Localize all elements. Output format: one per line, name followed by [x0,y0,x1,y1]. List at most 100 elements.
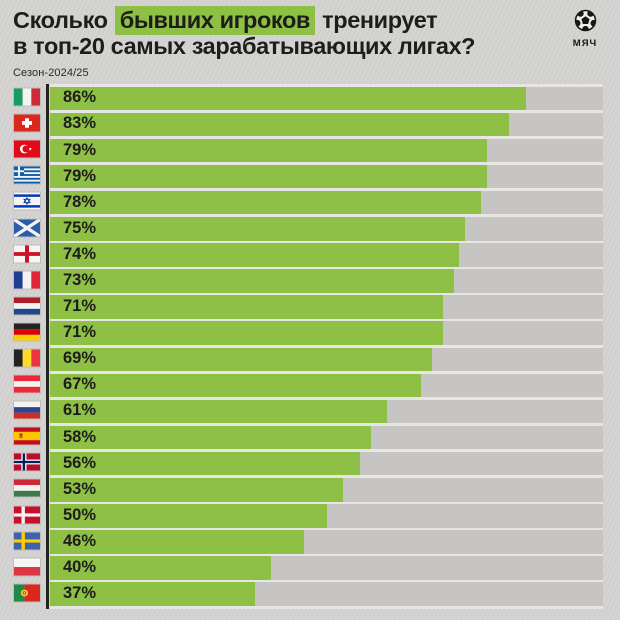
bar-track: 61% [50,399,603,424]
bar-row: 78% [0,188,620,215]
bar-value-label: 79% [63,140,97,159]
title-post: тренирует [322,7,438,33]
bar-row: 67% [0,371,620,398]
soccer-ball-icon [574,9,597,37]
bar-track: 53% [50,478,603,502]
brand-logo-label: МЯЧ [572,38,598,49]
bar-track: 83% [50,112,603,137]
bar: 58% [50,425,371,450]
bar-track: 58% [50,425,603,450]
chart-axis-line [46,84,49,609]
bar: 56% [50,451,360,476]
bar-track: 50% [50,504,603,528]
flag-israel-icon [13,191,41,211]
bar: 53% [50,478,344,502]
bar-track: 69% [50,347,603,372]
bar-value-label: 56% [63,453,97,472]
flag-russia-icon [13,400,41,420]
bar-track: 73% [50,269,603,293]
title-pre: Сколько [13,7,108,33]
page-title-line1: Сколько бывших игроков тренирует [13,6,475,35]
bar: 67% [50,373,421,398]
bar-value-label: 73% [63,271,97,290]
flag-germany-icon [13,322,41,342]
bar: 71% [50,295,443,319]
bar-track: 79% [50,138,603,163]
bar-track: 74% [50,243,603,267]
bar-value-label: 75% [63,218,97,237]
bar-value-label: 46% [63,532,97,551]
bar-track: 78% [50,190,603,215]
bar-row: 74% [0,241,620,267]
flag-netherlands-icon [13,296,41,316]
bar-row: 56% [0,449,620,476]
bar-row: 71% [0,319,620,345]
flag-italy-icon [13,87,41,107]
bar: 50% [50,504,327,528]
flag-poland-icon [13,557,41,577]
bar-track: 56% [50,451,603,476]
bar-chart: 86% 83% 79% 79% 78% 75% 74% 73% 71% 71% 69% 67% 61% 5… [0,84,620,610]
season-subtitle: Сезон-2024/25 [13,67,89,79]
bar-row: 79% [0,162,620,189]
bar: 78% [50,190,482,215]
bar-row: 58% [0,423,620,450]
bar-track: 86% [50,86,603,111]
bar-row: 40% [0,554,620,580]
bar: 40% [50,556,272,580]
flag-austria-icon [13,374,41,394]
bar-track: 46% [50,530,603,554]
bar: 79% [50,138,487,163]
brand-logo: МЯЧ [562,9,608,49]
bar-row: 71% [0,293,620,319]
flag-england-icon [13,244,41,264]
bar-row: 61% [0,397,620,424]
header: Сколько бывших игроков тренирует в топ-2… [13,6,476,79]
bar-row: 46% [0,528,620,554]
bar: 83% [50,112,509,137]
page-title-line2: в топ-20 самых зарабатывающих лигах? [13,32,476,59]
bar-track: 37% [50,582,603,606]
bar-track: 79% [50,164,603,189]
bar: 61% [50,399,388,424]
flag-spain-icon [13,426,41,446]
bar-row: 73% [0,267,620,293]
bar: 73% [50,269,454,293]
bar: 74% [50,243,460,267]
bar-track: 71% [50,321,603,345]
bar: 79% [50,164,487,189]
flag-scotland-icon [13,218,41,238]
bar-value-label: 86% [63,88,97,107]
flag-greece-icon [13,165,41,185]
flag-belgium-icon [13,348,41,368]
bar-value-label: 71% [63,323,97,342]
bar-row: 75% [0,214,620,241]
bar-row: 37% [0,580,620,606]
bar-row: 83% [0,110,620,137]
bar-value-label: 74% [63,245,97,264]
bar: 37% [50,582,255,606]
bar-value-label: 78% [63,192,97,211]
bar-track: 67% [50,373,603,398]
bar: 69% [50,347,432,372]
bar: 86% [50,86,526,111]
bar-value-label: 83% [63,114,97,133]
bar-value-label: 37% [63,584,97,603]
bar-value-label: 79% [63,166,97,185]
bar-value-label: 69% [63,349,97,368]
bar: 71% [50,321,443,345]
bar-value-label: 53% [63,479,97,498]
bar: 75% [50,217,465,241]
bar-track: 71% [50,295,603,319]
bar-row: 79% [0,136,620,163]
flag-france-icon [13,270,41,290]
bar: 46% [50,530,305,554]
flag-sweden-icon [13,531,41,551]
flag-hungary-icon [13,478,41,498]
bar-row: 53% [0,475,620,502]
bar-row: 69% [0,345,620,372]
bar-value-label: 71% [63,297,97,316]
bar-row: 86% [0,84,620,111]
flag-norway-icon [13,452,41,472]
